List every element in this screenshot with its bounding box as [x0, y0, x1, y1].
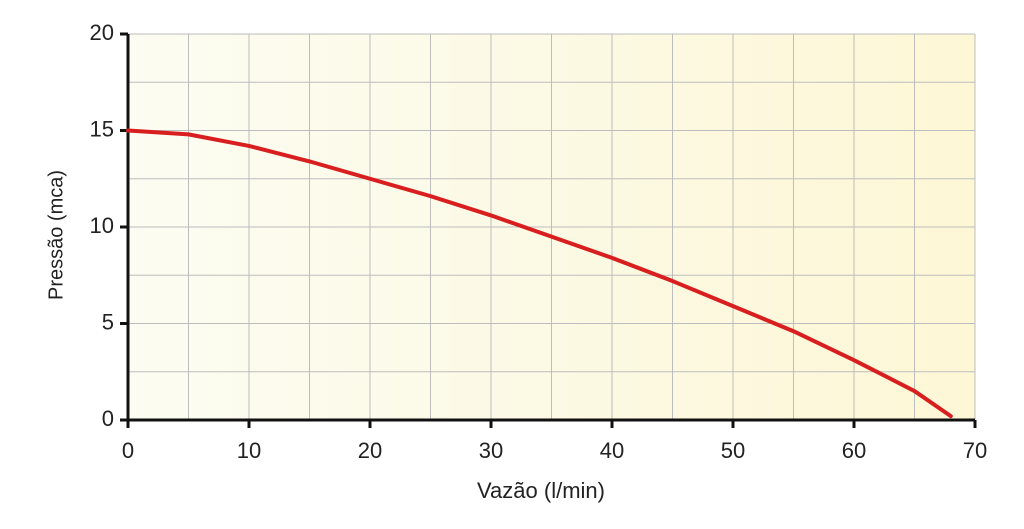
- x-tick-label: 20: [358, 438, 382, 463]
- y-tick-label: 10: [90, 213, 114, 238]
- y-tick-label: 20: [90, 20, 114, 45]
- line-series: [126, 128, 953, 419]
- x-axis-label: Vazão (l/min): [477, 478, 605, 503]
- x-tick-label: 30: [479, 438, 503, 463]
- x-tick-label: 60: [842, 438, 866, 463]
- x-tick-label: 10: [237, 438, 261, 463]
- x-tick-label: 70: [963, 438, 987, 463]
- y-tick-label: 5: [102, 309, 114, 334]
- y-axis-label: Pressão (mca): [45, 170, 67, 300]
- x-tick-label: 0: [122, 438, 134, 463]
- y-tick-label: 0: [102, 406, 114, 431]
- y-tick-label: 15: [90, 116, 114, 141]
- x-tick-label: 40: [600, 438, 624, 463]
- x-tick-label: 50: [721, 438, 745, 463]
